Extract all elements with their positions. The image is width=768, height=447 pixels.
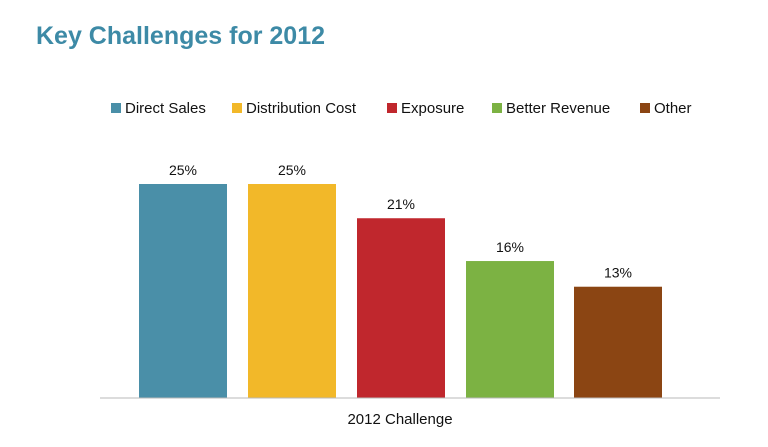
value-label-direct-sales: 25%: [169, 162, 197, 178]
bar-better-revenue: [466, 261, 554, 398]
value-labels: 25% 25% 21% 16% 13%: [169, 162, 632, 281]
bar-exposure: [357, 218, 445, 398]
value-label-other: 13%: [604, 265, 632, 281]
legend-label-distribution-cost: Distribution Cost: [246, 100, 357, 117]
bar-direct-sales: [139, 184, 227, 398]
legend-label-exposure: Exposure: [401, 100, 464, 117]
legend-swatch-exposure: [387, 103, 397, 113]
value-label-exposure: 21%: [387, 196, 415, 212]
bar-distribution-cost: [248, 184, 336, 398]
legend-label-better-revenue: Better Revenue: [506, 100, 610, 117]
value-label-distribution-cost: 25%: [278, 162, 306, 178]
legend-swatch-other: [640, 103, 650, 113]
legend-swatch-distribution-cost: [232, 103, 242, 113]
legend: Direct Sales Distribution Cost Exposure Bet…: [111, 100, 692, 117]
legend-swatch-better-revenue: [492, 103, 502, 113]
chart-title: Key Challenges for 2012: [36, 22, 326, 50]
bars: [139, 184, 662, 398]
value-label-better-revenue: 16%: [496, 239, 524, 255]
x-axis-label: 2012 Challenge: [347, 411, 452, 428]
legend-label-other: Other: [654, 100, 692, 117]
legend-label-direct-sales: Direct Sales: [125, 100, 206, 117]
legend-swatch-direct-sales: [111, 103, 121, 113]
bar-other: [574, 286, 662, 398]
